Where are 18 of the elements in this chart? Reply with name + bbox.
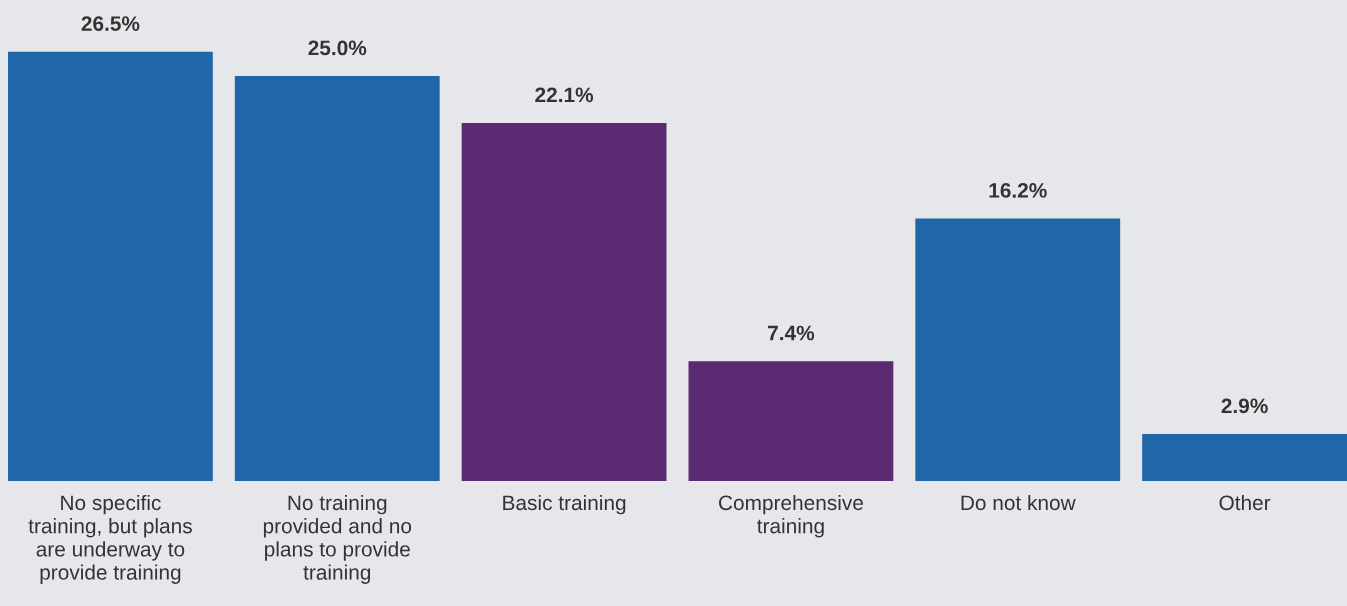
data-label: 2.9% [1221,398,1268,414]
x-tick-label: Comprehensive training [719,494,863,538]
bar [688,361,894,481]
bar [234,76,440,481]
bar [1142,434,1347,481]
data-label: 16.2% [989,183,1047,198]
data-label: 7.4% [768,325,815,341]
bar [915,218,1121,481]
data-label: 22.1% [535,87,594,103]
x-tick-label: No specific training, but plans are underway to provide training [28,494,192,584]
x-tick-label: Basic training [503,494,626,515]
bar [8,51,213,481]
data-label: 25.0% [308,40,367,56]
x-tick-label: Other [1219,494,1271,511]
bar [461,123,667,481]
x-tick-label: Do not know [961,494,1076,511]
data-label: 26.5% [81,16,140,31]
x-tick-label: No training provided and no plans to provide training [263,494,412,584]
